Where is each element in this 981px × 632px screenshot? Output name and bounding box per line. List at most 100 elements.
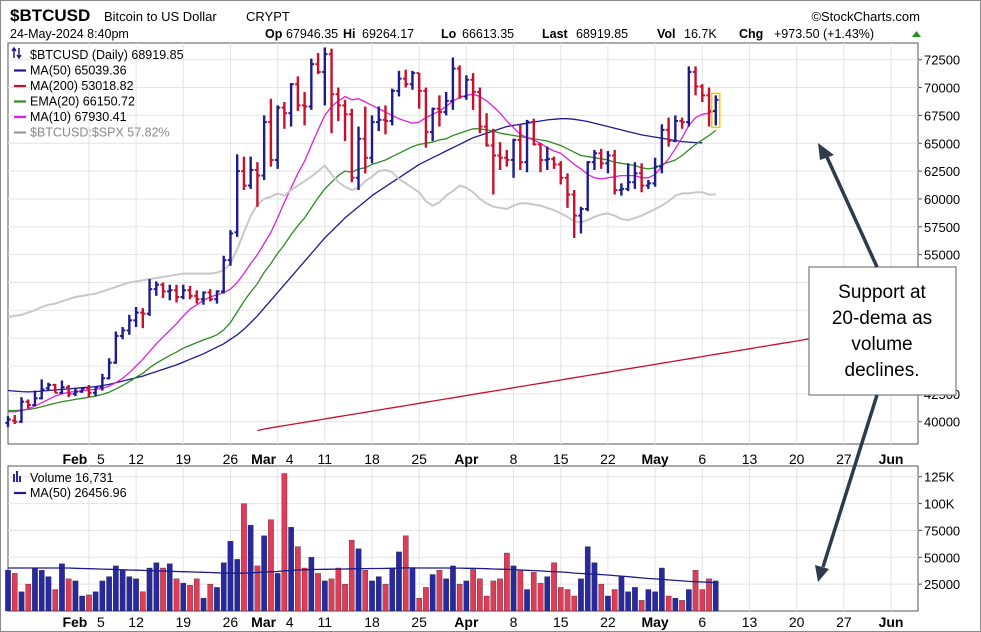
ohlc-bar: [25, 399, 31, 409]
volume-bar: [456, 583, 463, 612]
volume-bar: [153, 562, 160, 612]
volume-bar: [220, 562, 227, 612]
volume-x-tick-label: 12: [128, 614, 144, 630]
volume-bar: [625, 591, 631, 612]
volume-bar: [207, 583, 214, 612]
volume-bar: [517, 570, 524, 612]
chg-value: +973.50 (+1.43%): [774, 27, 874, 41]
price-x-tick-label: 27: [836, 451, 852, 467]
price-x-tick-label: 18: [364, 451, 380, 467]
volume-bar: [632, 587, 638, 612]
volume-bar: [234, 559, 241, 612]
volume-bar: [483, 595, 490, 612]
volume-bar: [133, 578, 139, 612]
callout-text-line: declines.: [845, 360, 920, 381]
volume-bar: [436, 570, 443, 612]
ohlc-bar: [12, 415, 18, 424]
ohlc-bar: [537, 143, 544, 173]
ohlc-bar: [227, 230, 234, 266]
ohlc-bar: [18, 397, 25, 423]
volume-x-tick-label: 4: [286, 614, 294, 630]
volume-legend-entry: Volume 16,731: [30, 471, 113, 485]
quote-line: Op 67946.35 Hi 69264.17 Lo 66613.35 Last…: [265, 27, 921, 41]
volume-bar: [119, 570, 126, 612]
ohlc-bar: [146, 279, 153, 316]
volume-bar: [342, 583, 348, 612]
ohlc-bar: [571, 190, 577, 238]
ohlc-bar: [180, 284, 186, 300]
volume-x-tick-label: Mar: [251, 614, 276, 630]
volume-bar: [692, 570, 699, 612]
volume-bars: [5, 473, 719, 612]
series-line-ma-200: [257, 333, 838, 432]
volume-x-tick-label: 26: [223, 614, 239, 630]
volume-bar: [59, 563, 65, 612]
ohlc-bar: [699, 84, 705, 103]
callout-arrow-bottom: [821, 394, 879, 568]
volume-grid: [8, 466, 918, 611]
volume-bar: [672, 597, 679, 612]
ohlc-bar: [113, 331, 119, 364]
volume-bar: [328, 578, 335, 612]
volume-bar: [187, 585, 193, 612]
volume-bar: [214, 587, 220, 612]
vol-value: 16.7K: [684, 27, 717, 41]
ohlc-bar: [200, 291, 207, 305]
ohlc-bar: [72, 388, 79, 397]
volume-bar: [605, 595, 611, 612]
volume-bar: [504, 552, 510, 612]
volume-bar: [173, 578, 180, 612]
ohlc-bar: [645, 180, 652, 189]
legend-entry: MA(50) 65039.36: [30, 64, 127, 78]
price-x-tick-label: 6: [698, 451, 706, 467]
volume-bar: [564, 589, 571, 612]
volume-bar: [477, 578, 483, 612]
volume-bar: [375, 576, 382, 612]
price-x-tick-label: May: [641, 451, 668, 467]
ohlc-bar: [173, 284, 180, 303]
legend-entry: MA(10) 67930.41: [30, 110, 127, 124]
volume-x-tick-label: 8: [510, 614, 518, 630]
volume-bar: [261, 535, 267, 612]
ohlc-bar: [234, 154, 240, 237]
volume-bar: [146, 567, 153, 612]
volume-bar: [578, 578, 584, 612]
volume-x-tick-label: 19: [175, 614, 191, 630]
price-x-tick-label: 8: [510, 451, 518, 467]
volume-bar: [362, 570, 369, 612]
last-value: 68919.85: [576, 27, 628, 41]
ohlc-bar: [65, 384, 72, 398]
ohlc-bar: [39, 379, 45, 400]
ohlc-bar: [342, 99, 348, 142]
volume-panel: [7, 465, 919, 612]
series-line-ma-10: [8, 93, 717, 413]
volume-ma50-line: [8, 567, 716, 584]
open-value: 67946.35: [286, 27, 338, 41]
price-ohlc-bars: [5, 47, 721, 428]
price-x-tick-label: 13: [742, 451, 758, 467]
price-y-tick-label: 67500: [924, 108, 960, 123]
volume-bar: [301, 567, 308, 612]
volume-bar: [530, 572, 537, 612]
volume-x-tick-label: 18: [364, 614, 380, 630]
volume-bar: [86, 594, 92, 612]
ohlc-bar: [153, 281, 159, 296]
ohlc-bar: [382, 105, 389, 135]
ohlc-bar: [686, 66, 692, 127]
volume-bar: [92, 591, 99, 612]
ohlc-bar: [665, 117, 672, 147]
ohlc-bar: [409, 70, 416, 90]
volume-bar: [166, 563, 173, 612]
ohlc-bar: [86, 384, 92, 398]
volume-bar: [645, 589, 652, 612]
volume-x-tick-label: 27: [836, 614, 852, 630]
ohlc-bar: [713, 95, 719, 126]
price-x-tick-label: 12: [128, 451, 144, 467]
arrow-head-bottom-icon: [815, 565, 829, 582]
volume-x-tick-label: Jun: [879, 614, 904, 630]
volume-x-axis: Feb 5 12 19 26 Mar 4 11 18 25 Apr 8 15 22 May 6 13 20 27 Ju…: [62, 614, 903, 630]
callout-box: [808, 266, 957, 396]
ohlc-bar: [335, 87, 341, 121]
ohlc-bar: [92, 386, 99, 397]
